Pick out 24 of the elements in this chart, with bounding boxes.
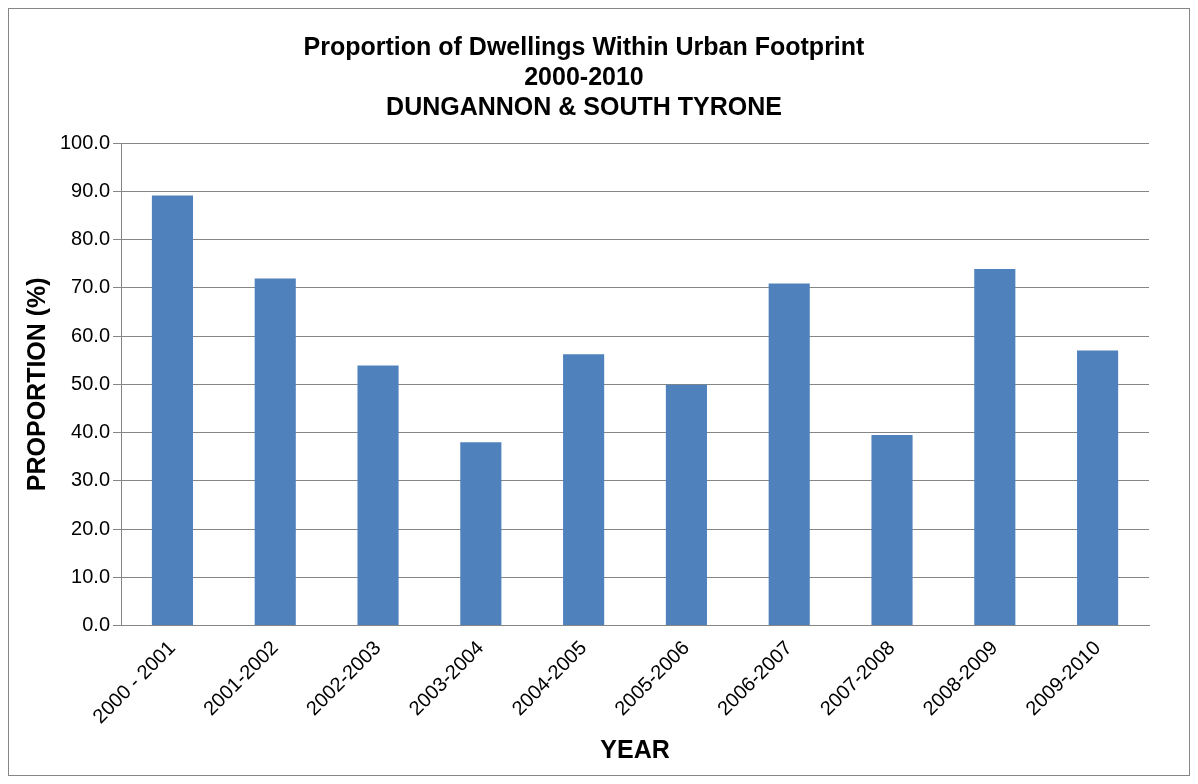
bar	[357, 365, 399, 626]
y-tick-label: 40.0	[71, 420, 111, 443]
y-tick-label: 30.0	[71, 468, 111, 491]
y-axis-title: PROPORTION (%)	[21, 277, 50, 492]
y-tick-label: 80.0	[71, 227, 111, 250]
y-tick-label: 60.0	[71, 323, 111, 346]
bar	[974, 268, 1016, 626]
bar	[460, 442, 502, 626]
y-tick-label: 70.0	[71, 275, 111, 298]
y-tick-label: 90.0	[71, 178, 111, 201]
chart-title: Proportion of Dwellings Within Urban Footprint 2000-2010 DUNGANNON & SOUTH TYRONE	[303, 31, 866, 120]
y-tick-label: 0.0	[82, 613, 111, 636]
y-tick-label: 10.0	[71, 564, 111, 587]
y-tick-label: 100.0	[59, 130, 111, 153]
bar	[254, 278, 296, 626]
bar	[151, 195, 194, 626]
bar	[1077, 350, 1119, 626]
bar	[768, 283, 810, 626]
bar	[871, 434, 913, 626]
y-tick-label: 20.0	[71, 516, 111, 539]
bar	[665, 384, 707, 626]
x-axis-title: YEAR	[600, 734, 670, 763]
y-tick-label: 50.0	[71, 371, 111, 394]
bar	[563, 354, 605, 626]
